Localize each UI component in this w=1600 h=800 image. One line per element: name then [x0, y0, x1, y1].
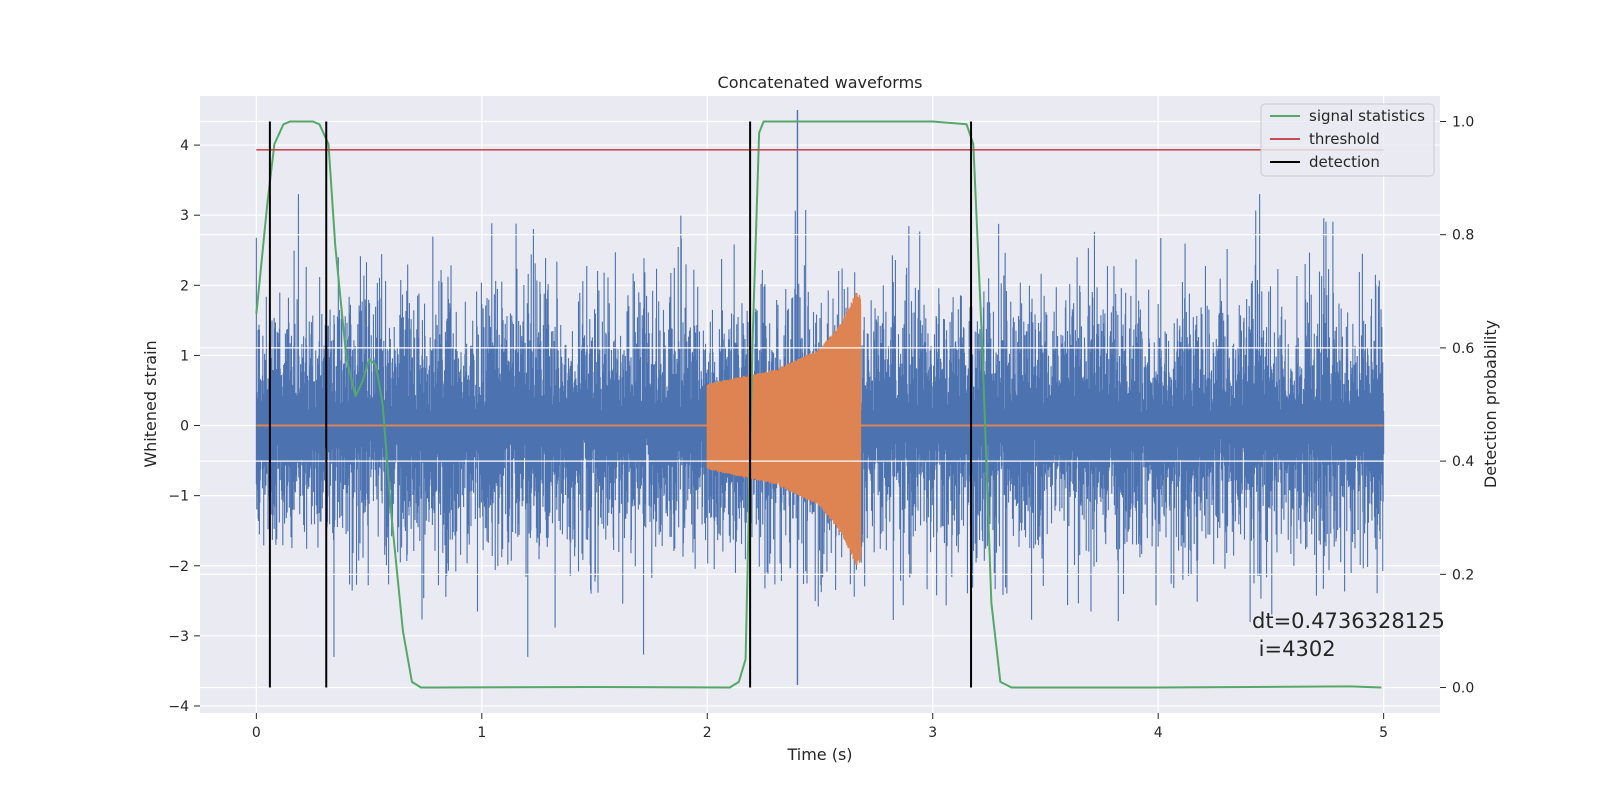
- y2-tick-label: 0.0: [1452, 681, 1474, 697]
- signal-chirp: [706, 292, 862, 565]
- y2-axis-label: Detection probability: [1481, 320, 1500, 488]
- y2-tick-label: 1.0: [1452, 114, 1474, 130]
- y2-tick-label: 0.2: [1452, 567, 1474, 583]
- x-tick-label: 4: [1154, 725, 1163, 741]
- x-tick-label: 1: [477, 725, 486, 741]
- chart-title: Concatenated waveforms: [718, 73, 923, 92]
- y2-axis-ticks: 0.0 0.2 0.4 0.6 0.8 1.0: [1440, 114, 1474, 697]
- detection-series: [268, 121, 973, 688]
- y-tick-label: 3: [180, 208, 189, 224]
- y-tick-label: −3: [168, 629, 189, 645]
- y-tick-label: −4: [168, 699, 189, 715]
- x-axis-ticks: 0 1 2 3 4 5: [252, 713, 1388, 741]
- y2-tick-label: 0.8: [1452, 228, 1474, 244]
- y-tick-label: 1: [180, 348, 189, 364]
- y-axis-ticks: −4 −3 −2 −1 0 1 2 3 4: [168, 138, 200, 715]
- legend-box: [1260, 103, 1435, 177]
- injected-signal-series: [256, 292, 1384, 565]
- legend: signal statistics threshold detection: [1260, 103, 1435, 177]
- annotation-line-2: i=4302: [1252, 637, 1336, 661]
- y2-tick-label: 0.4: [1452, 454, 1474, 470]
- legend-label-signal-statistics: signal statistics: [1309, 107, 1425, 125]
- signal-statistics-line: [255, 120, 1382, 689]
- y-tick-label: 4: [180, 138, 189, 154]
- y2-tick-label: 0.6: [1452, 341, 1474, 357]
- signal-statistics-series: [255, 120, 1382, 689]
- y-tick-label: 2: [180, 278, 189, 294]
- y-tick-label: −2: [168, 559, 189, 575]
- x-tick-label: 5: [1379, 725, 1388, 741]
- annotation-line-1: dt=0.4736328125: [1252, 609, 1445, 633]
- y-tick-label: 0: [180, 419, 189, 435]
- annotation: dt=0.4736328125 i=4302: [1252, 609, 1445, 661]
- y-axis-label: Whitened strain: [141, 340, 160, 467]
- legend-label-threshold: threshold: [1309, 130, 1380, 148]
- y-tick-label: −1: [168, 489, 189, 505]
- x-axis-label: Time (s): [786, 745, 852, 764]
- x-tick-label: 2: [703, 725, 712, 741]
- legend-label-detection: detection: [1309, 153, 1380, 171]
- x-tick-label: 3: [928, 725, 937, 741]
- x-tick-label: 0: [252, 725, 261, 741]
